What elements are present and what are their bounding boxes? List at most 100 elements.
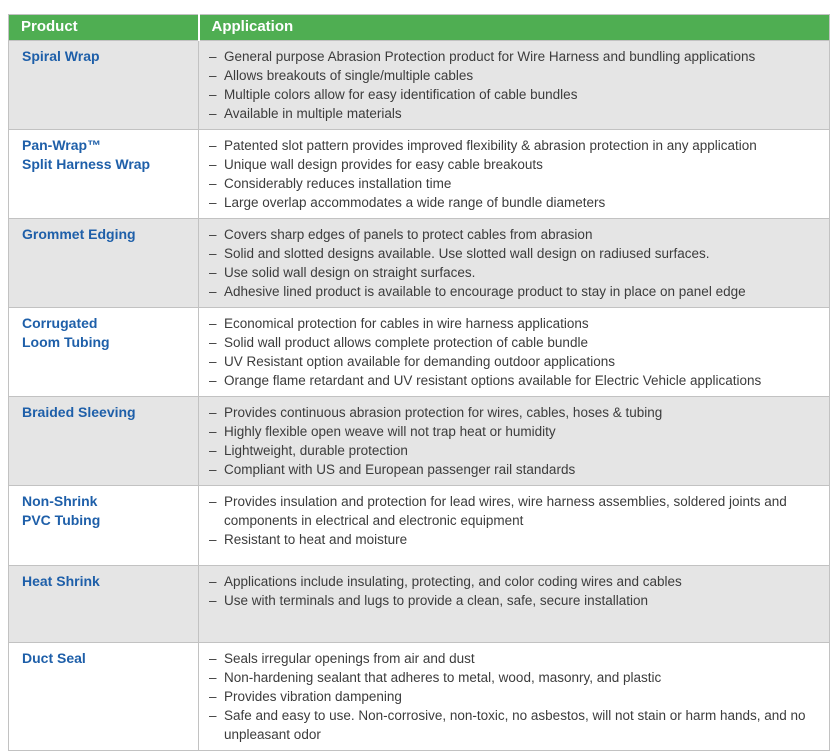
application-item-text: Compliant with US and European passenger… [224,462,576,477]
application-item-text: UV Resistant option available for demand… [224,354,615,369]
application-item-text: Adhesive lined product is available to e… [224,284,746,299]
application-item: – Non-hardening sealant that adheres to m… [209,668,821,687]
application-item-text: General purpose Abrasion Protection prod… [224,49,756,64]
application-item: – Compliant with US and European passenge… [209,460,821,479]
product-name-cell: Non-Shrink PVC Tubing [8,485,199,566]
application-item-text: Available in multiple materials [224,106,402,121]
bullet-dash: – [209,68,217,83]
application-item: – Considerably reduces installation time [209,174,821,193]
application-item-text: Covers sharp edges of panels to protect … [224,227,593,242]
bullet-dash: – [209,316,217,331]
application-item-text: Large overlap accommodates a wide range … [224,195,606,210]
product-name-cell: Spiral Wrap [8,40,199,130]
application-item-text: Resistant to heat and moisture [224,532,408,547]
bullet-dash: – [209,227,217,242]
application-cell: – Covers sharp edges of panels to protect… [198,218,830,308]
product-name-line: Pan-Wrap™ [22,137,102,153]
bullet-dash: – [209,494,217,509]
bullet-dash: – [209,265,217,280]
bullet-dash: – [209,335,217,350]
product-name-cell: Corrugated Loom Tubing [8,307,199,397]
table-row: Braided Sleeving – Provides continuous abr… [8,396,830,486]
bullet-dash: – [209,246,217,261]
application-item: – Solid and slotted designs available. Us… [209,244,821,263]
application-item-text: Multiple colors allow for easy identific… [224,87,578,102]
application-item-text: Lightweight, durable protection [224,443,408,458]
application-item-text: Provides continuous abrasion protection … [224,405,663,420]
bullet-dash: – [209,157,217,172]
application-item: – Lightweight, durable protection [209,441,821,460]
bullet-dash: – [209,532,217,547]
application-item-text: Applications include insulating, protect… [224,574,682,589]
application-item: – Use solid wall design on straight surfa… [209,263,821,282]
application-item-text: Provides insulation and protection for l… [224,494,787,528]
bullet-dash: – [209,49,217,64]
application-item-text: Provides vibration dampening [224,689,402,704]
table-row: Non-Shrink PVC Tubing – Provides insulation… [8,485,830,566]
application-item: – Safe and easy to use. Non-corrosive, no… [209,706,821,744]
bullet-dash: – [209,651,217,666]
bullet-dash: – [209,284,217,299]
application-item-text: Non-hardening sealant that adheres to me… [224,670,662,685]
product-name-line: Loom Tubing [22,334,110,350]
application-cell: – Patented slot pattern provides improved… [198,129,830,219]
column-header-application: Application [198,14,830,41]
bullet-dash: – [209,593,217,608]
application-item: – UV Resistant option available for deman… [209,352,821,371]
product-name-line: Heat Shrink [22,573,100,589]
product-name-line: Grommet Edging [22,226,136,242]
application-item-text: Solid and slotted designs available. Use… [224,246,710,261]
application-item: – Allows breakouts of single/multiple cab… [209,66,821,85]
product-name-cell: Heat Shrink [8,565,199,643]
application-item: – Unique wall design provides for easy ca… [209,155,821,174]
bullet-dash: – [209,689,217,704]
column-header-product: Product [8,14,200,41]
table-row: Heat Shrink – Applications include insulat… [8,565,830,643]
bullet-dash: – [209,354,217,369]
product-name-cell: Braided Sleeving [8,396,199,486]
table-body: Spiral Wrap – General purpose Abrasion Pro… [8,40,830,751]
application-item: – Provides continuous abrasion protection… [209,403,821,422]
product-name-line: PVC Tubing [22,512,101,528]
bullet-dash: – [209,405,217,420]
application-item: – Adhesive lined product is available to … [209,282,821,301]
table-header: Product Application [8,14,830,41]
application-item-text: Safe and easy to use. Non-corrosive, non… [224,708,806,742]
application-item: – Solid wall product allows complete prot… [209,333,821,352]
product-name-line: Spiral Wrap [22,48,100,64]
product-name-line: Duct Seal [22,650,86,666]
bullet-dash: – [209,462,217,477]
application-cell: – Seals irregular openings from air and d… [198,642,830,751]
table-row: Spiral Wrap – General purpose Abrasion Pro… [8,40,830,130]
bullet-dash: – [209,106,217,121]
application-item: – Resistant to heat and moisture [209,530,821,549]
bullet-dash: – [209,424,217,439]
product-name-cell: Grommet Edging [8,218,199,308]
application-item: – Covers sharp edges of panels to protect… [209,225,821,244]
application-cell: – Provides insulation and protection for … [198,485,830,566]
product-application-table: Product Application Spiral Wrap – General … [8,14,830,751]
application-cell: – Provides continuous abrasion protection… [198,396,830,486]
bullet-dash: – [209,708,217,723]
application-item: – Patented slot pattern provides improved… [209,136,821,155]
application-item-text: Patented slot pattern provides improved … [224,138,757,153]
application-cell: – Applications include insulating, protec… [198,565,830,643]
application-item: – Use with terminals and lugs to provide … [209,591,821,610]
product-name-cell: Pan-Wrap™ Split Harness Wrap [8,129,199,219]
header-row: Product Application [8,14,830,41]
application-item: – Provides insulation and protection for … [209,492,821,530]
bullet-dash: – [209,138,217,153]
product-name-cell: Duct Seal [8,642,199,751]
product-name-line: Braided Sleeving [22,404,136,420]
application-item: – Economical protection for cables in wir… [209,314,821,333]
page: Product Application Spiral Wrap – General … [8,14,830,751]
bullet-dash: – [209,176,217,191]
application-item: – Seals irregular openings from air and d… [209,649,821,668]
application-cell: – General purpose Abrasion Protection pro… [198,40,830,130]
application-item-text: Unique wall design provides for easy cab… [224,157,543,172]
application-item-text: Allows breakouts of single/multiple cabl… [224,68,474,83]
bullet-dash: – [209,574,217,589]
bullet-dash: – [209,195,217,210]
application-item-text: Economical protection for cables in wire… [224,316,589,331]
table-row: Grommet Edging – Covers sharp edges of pan… [8,218,830,308]
